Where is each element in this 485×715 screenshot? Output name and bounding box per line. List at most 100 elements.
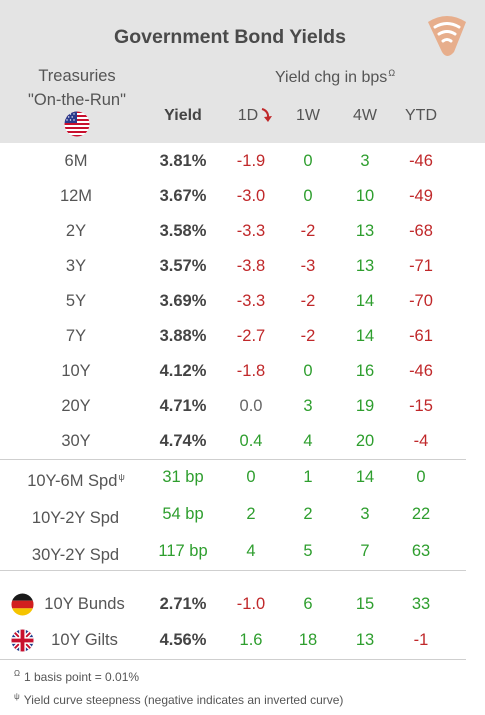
change-ytd: -1 — [413, 631, 429, 649]
row-label: 6M — [64, 152, 88, 170]
change-ytd: -61 — [409, 327, 433, 345]
divider — [0, 459, 466, 460]
sort-down-arrow-icon — [261, 108, 273, 122]
change-w4: 13 — [355, 631, 375, 649]
treasuries-line1: Treasuries — [38, 67, 116, 85]
change-d1: -3.0 — [236, 187, 266, 205]
table-row: 10Y-6M Spdψ 31 bp 0 1 14 0 — [0, 460, 485, 495]
change-d1: 4 — [246, 542, 256, 560]
change-d1: -3.8 — [236, 257, 266, 275]
table-row: 3Y 3.57% -3.8 -3 13 -71 — [0, 249, 485, 284]
yield-change-title: Yield chg in bpsΩ — [274, 68, 396, 86]
row-label: 10Y Bunds — [44, 595, 125, 613]
yield-value: 3.69% — [159, 292, 207, 310]
change-d1: -2.7 — [236, 327, 266, 345]
change-w4: 15 — [355, 595, 375, 613]
brand-logo-icon — [428, 16, 466, 56]
table-row: 10Y Gilts 4.56% 1.6 18 13 -1 — [0, 623, 485, 658]
table-header: Government Bond Yields Treasuries "On-th… — [0, 0, 485, 143]
change-ytd: -46 — [409, 362, 433, 380]
change-w4: 14 — [355, 468, 375, 486]
change-d1: -1.9 — [236, 152, 266, 170]
change-w4: 13 — [355, 257, 375, 275]
change-ytd: 33 — [411, 595, 431, 613]
uk-flag-icon — [11, 629, 34, 652]
footnote-curve-steepness: ψ Yield curve steepness (negative indicat… — [14, 692, 344, 707]
yield-value: 4.71% — [159, 397, 207, 415]
treasuries-line2: "On-the-Run" — [28, 91, 126, 109]
change-w4: 16 — [355, 362, 375, 380]
change-w4: 3 — [360, 152, 370, 170]
column-header-1w: 1W — [296, 107, 320, 124]
change-ytd: -4 — [413, 432, 429, 450]
change-w1: 0 — [303, 187, 313, 205]
yield-value: 3.67% — [159, 187, 207, 205]
yield-value: 2.71% — [159, 595, 207, 613]
table-row: 10Y Bunds 2.71% -1.0 6 15 33 — [0, 587, 485, 622]
change-w4: 14 — [355, 292, 375, 310]
change-ytd: 63 — [411, 542, 431, 560]
change-w1: -2 — [300, 292, 316, 310]
change-ytd: -49 — [409, 187, 433, 205]
page-title: Government Bond Yields — [114, 26, 346, 48]
row-label: 7Y — [65, 327, 87, 345]
change-ytd: 22 — [411, 505, 431, 523]
change-ytd: -15 — [409, 397, 433, 415]
table-row: 20Y 4.71% 0.0 3 19 -15 — [0, 389, 485, 424]
germany-flag-icon — [11, 593, 34, 616]
change-w4: 10 — [355, 187, 375, 205]
change-d1: 0.4 — [239, 432, 263, 450]
row-label: 12M — [59, 187, 93, 205]
table-row: 7Y 3.88% -2.7 -2 14 -61 — [0, 319, 485, 354]
change-w1: -2 — [300, 222, 316, 240]
change-ytd: -70 — [409, 292, 433, 310]
yield-value: 4.56% — [159, 631, 207, 649]
row-label: 30Y-2Y Spd — [31, 546, 120, 564]
change-w1: 3 — [303, 397, 313, 415]
omega-superscript: Ω — [388, 68, 396, 78]
change-w1: 6 — [303, 595, 313, 613]
column-header-1d: 1D — [226, 107, 286, 125]
table-row: 10Y 4.12% -1.8 0 16 -46 — [0, 354, 485, 389]
change-d1: 2 — [246, 505, 256, 523]
change-ytd: -71 — [409, 257, 433, 275]
divider — [0, 570, 466, 571]
table-row: 6M 3.81% -1.9 0 3 -46 — [0, 144, 485, 179]
row-label: 10Y-6M Spdψ — [27, 472, 125, 490]
change-w1: 4 — [303, 432, 313, 450]
row-label: 10Y — [61, 362, 91, 380]
column-header-4w: 4W — [353, 107, 377, 124]
divider — [0, 659, 466, 660]
change-w1: 5 — [303, 542, 313, 560]
change-w1: -3 — [300, 257, 316, 275]
table-row: 10Y-2Y Spd 54 bp 2 2 3 22 — [0, 497, 485, 532]
change-w1: 0 — [303, 362, 313, 380]
change-w1: 1 — [303, 468, 313, 486]
table-row: 30Y-2Y Spd 117 bp 4 5 7 63 — [0, 534, 485, 569]
row-label: 30Y — [61, 432, 91, 450]
psi-superscript: ψ — [118, 472, 125, 482]
treasuries-label: Treasuries "On-the-Run" — [0, 64, 154, 112]
yield-value: 3.81% — [159, 152, 207, 170]
yield-value: 4.12% — [159, 362, 207, 380]
change-d1: 0.0 — [239, 397, 263, 415]
change-ytd: -46 — [409, 152, 433, 170]
change-w1: 0 — [303, 152, 313, 170]
yield-value: 117 bp — [158, 542, 208, 560]
column-header-ytd: YTD — [405, 107, 437, 124]
table-row: 5Y 3.69% -3.3 -2 14 -70 — [0, 284, 485, 319]
yield-value: 3.88% — [159, 327, 207, 345]
table-row: 30Y 4.74% 0.4 4 20 -4 — [0, 424, 485, 459]
column-header-yield: Yield — [164, 107, 202, 124]
yield-value: 4.74% — [159, 432, 207, 450]
change-d1: -1.0 — [236, 595, 266, 613]
change-w4: 19 — [355, 397, 375, 415]
yield-value: 3.57% — [159, 257, 207, 275]
change-w4: 13 — [355, 222, 375, 240]
change-w1: -2 — [300, 327, 316, 345]
row-label: 2Y — [65, 222, 87, 240]
change-ytd: -68 — [409, 222, 433, 240]
table-row: 12M 3.67% -3.0 0 10 -49 — [0, 179, 485, 214]
row-label: 20Y — [61, 397, 91, 415]
change-d1: 0 — [246, 468, 256, 486]
